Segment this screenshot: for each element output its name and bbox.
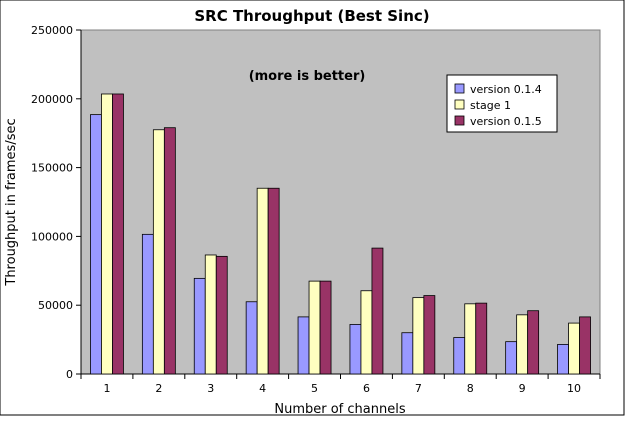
bar-series-3-category-8	[475, 302, 488, 375]
bar-series-2-category-7	[412, 297, 425, 375]
x-tick-label: 7	[415, 382, 422, 395]
bar-series-2-category-8	[464, 303, 477, 375]
legend-label: stage 1	[470, 99, 511, 112]
bar-series-3-category-4	[267, 187, 280, 375]
bars-group	[90, 93, 591, 375]
legend: version 0.1.4 stage 1 version 0.1.5	[446, 74, 558, 133]
y-tick-label: 250000	[31, 24, 73, 37]
x-tick-label: 2	[155, 382, 162, 395]
bar-series-2-category-9	[516, 314, 529, 375]
bar-series-2-category-6	[360, 290, 373, 375]
bar-series-1-category-2	[141, 233, 154, 375]
bar-series-2-category-3	[204, 254, 217, 375]
y-axis-label: Throughput in frames/sec	[4, 118, 19, 286]
x-tick-label: 10	[567, 382, 581, 395]
bar-series-1-category-5	[297, 316, 310, 375]
chart-title: SRC Throughput (Best Sinc)	[194, 7, 429, 25]
x-tick-label: 3	[207, 382, 214, 395]
x-tick-label: 5	[311, 382, 318, 395]
bar-series-1-category-1	[90, 114, 102, 375]
x-tick-label: 9	[519, 382, 526, 395]
bar-series-3-category-2	[163, 127, 176, 375]
bar-series-3-category-7	[423, 295, 436, 375]
bar-series-1-category-4	[245, 301, 258, 375]
bar-series-1-category-9	[505, 341, 518, 375]
y-tick-label: 50000	[38, 299, 73, 312]
bar-series-3-category-1	[112, 93, 124, 375]
y-tick-label: 150000	[31, 162, 73, 175]
bar-series-3-category-9	[527, 310, 540, 375]
bar-series-3-category-3	[215, 255, 228, 375]
x-tick-label: 8	[467, 382, 474, 395]
legend-swatch	[454, 99, 465, 110]
bar-series-2-category-2	[152, 129, 165, 375]
bar-series-1-category-10	[557, 344, 569, 375]
x-axis-label: Number of channels	[274, 402, 405, 416]
bar-series-2-category-5	[308, 280, 321, 375]
bar-series-1-category-7	[401, 332, 414, 375]
y-tick-label: 100000	[31, 230, 73, 243]
bar-series-2-category-1	[101, 93, 113, 375]
y-tick-label: 200000	[31, 93, 73, 106]
bar-series-3-category-5	[319, 280, 332, 375]
bar-series-3-category-10	[579, 316, 591, 375]
legend-swatch	[454, 115, 465, 126]
y-tick-label: 0	[66, 368, 73, 381]
bar-series-1-category-8	[453, 337, 466, 375]
bar-series-3-category-6	[371, 247, 384, 375]
legend-box	[446, 74, 558, 133]
bar-series-2-category-10	[568, 322, 580, 375]
legend-swatch	[454, 83, 465, 94]
legend-label: version 0.1.4	[470, 83, 542, 96]
x-tick-label: 1	[103, 382, 110, 395]
y-axis: 0 50000 100000 150000 200000 250000	[31, 24, 82, 381]
x-tick-label: 4	[259, 382, 266, 395]
bar-series-1-category-3	[193, 277, 206, 375]
chart-annotation: (more is better)	[249, 69, 366, 84]
x-tick-label: 6	[363, 382, 370, 395]
legend-label: version 0.1.5	[470, 115, 542, 128]
bar-series-1-category-6	[349, 324, 362, 375]
bar-series-2-category-4	[256, 187, 269, 375]
